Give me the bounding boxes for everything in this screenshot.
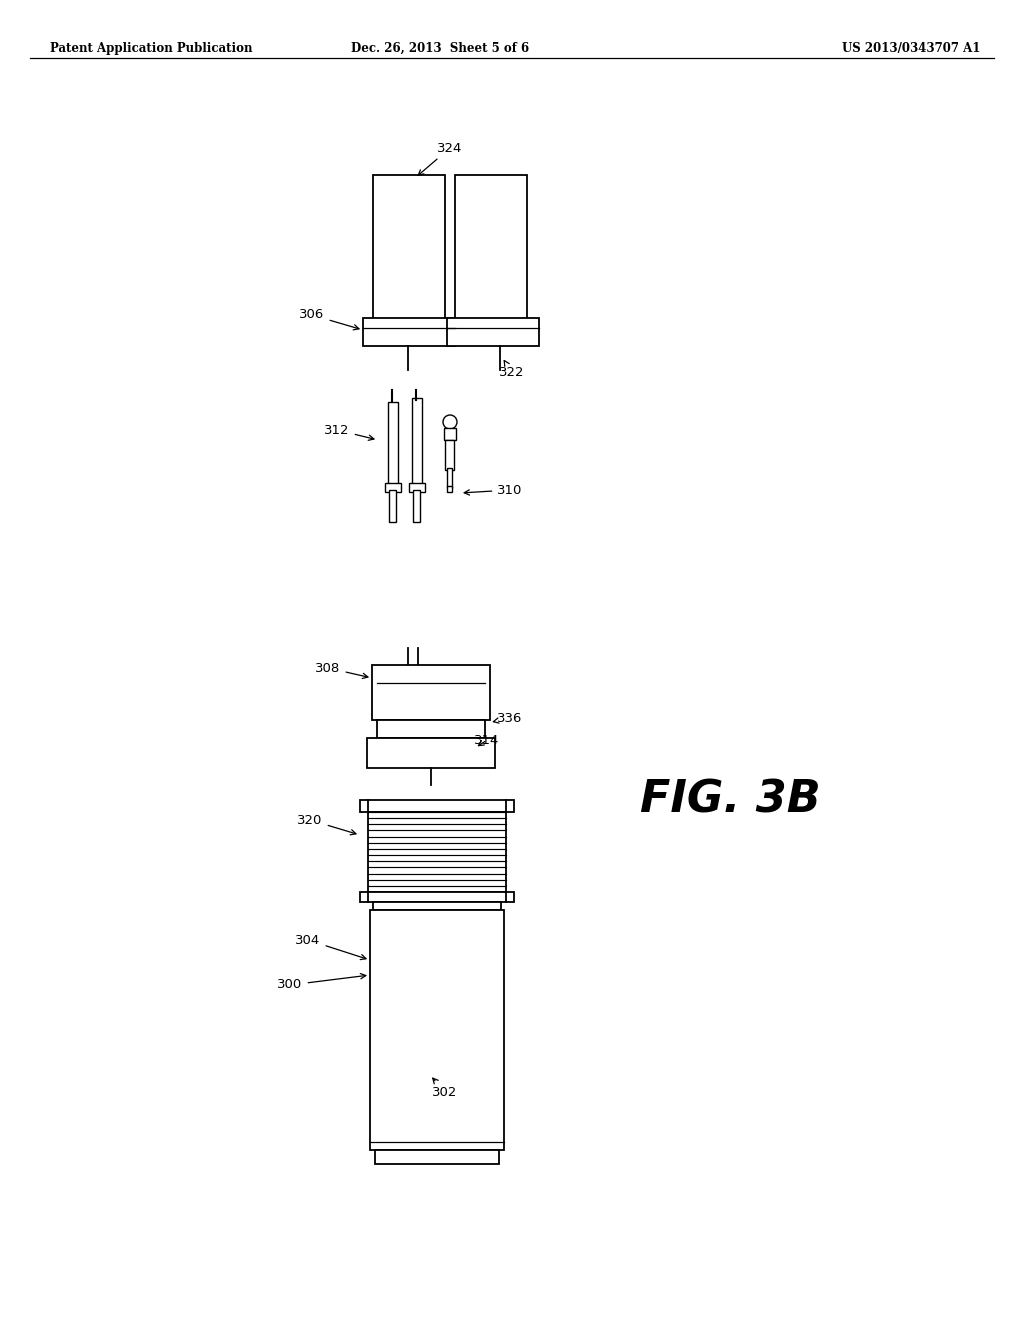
Bar (372, 665, 490, 719)
Text: 310: 310 (464, 483, 522, 496)
Bar (370, 909, 504, 1150)
Text: 312: 312 (325, 424, 374, 441)
Text: Dec. 26, 2013  Sheet 5 of 6: Dec. 26, 2013 Sheet 5 of 6 (351, 42, 529, 55)
Text: 322: 322 (500, 360, 524, 380)
Bar (389, 490, 396, 521)
Bar (367, 738, 495, 768)
Circle shape (443, 414, 457, 429)
Bar (413, 490, 420, 521)
Text: Patent Application Publication: Patent Application Publication (50, 42, 253, 55)
Text: 306: 306 (299, 309, 359, 330)
Bar (447, 486, 452, 492)
Bar (373, 176, 445, 319)
Bar (377, 719, 485, 738)
Bar (444, 428, 456, 440)
Text: 300: 300 (278, 974, 366, 991)
Text: 336: 336 (494, 711, 522, 725)
Text: 320: 320 (297, 813, 356, 834)
Bar (360, 800, 514, 812)
Bar (447, 469, 452, 488)
Text: FIG. 3B: FIG. 3B (640, 779, 820, 821)
Bar (385, 483, 401, 492)
Text: 324: 324 (418, 141, 463, 176)
Bar (375, 1150, 499, 1164)
Text: 304: 304 (295, 933, 366, 960)
Bar (445, 440, 454, 470)
Bar (362, 318, 455, 346)
Bar (373, 902, 501, 909)
Bar (360, 892, 514, 902)
Bar (409, 483, 425, 492)
Bar (388, 403, 398, 487)
Bar (447, 318, 539, 346)
Text: 308: 308 (315, 661, 368, 678)
Text: US 2013/0343707 A1: US 2013/0343707 A1 (842, 42, 980, 55)
Text: 302: 302 (432, 1078, 458, 1098)
Bar (455, 176, 527, 319)
Bar (368, 812, 506, 892)
Text: 314: 314 (474, 734, 500, 747)
Bar (412, 399, 422, 487)
